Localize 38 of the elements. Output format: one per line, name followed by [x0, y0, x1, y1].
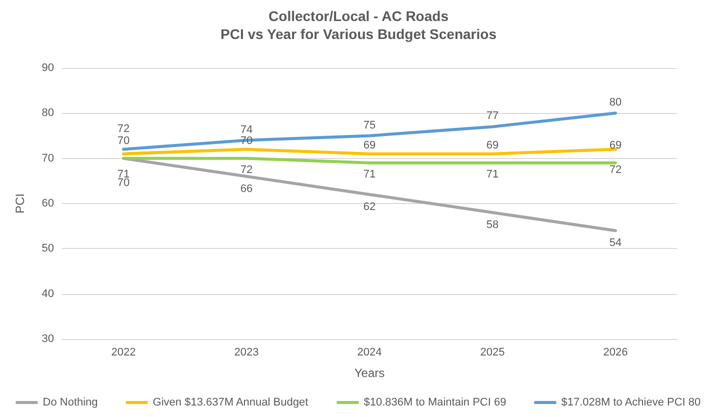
y-tick-label: 60 — [42, 198, 54, 210]
data-label: 72 — [117, 122, 130, 135]
x-tick-label: 2022 — [111, 346, 136, 358]
x-tick-label: 2023 — [234, 346, 259, 358]
data-label: 80 — [609, 96, 622, 109]
chart-title: Collector/Local - AC Roads — [268, 8, 449, 24]
data-label: 75 — [363, 119, 376, 132]
data-label: 70 — [117, 134, 130, 147]
data-label: 66 — [240, 182, 253, 195]
y-tick-label: 50 — [42, 242, 54, 255]
x-tick-label: 2025 — [480, 346, 505, 358]
data-label: 69 — [486, 139, 499, 152]
data-label: 70 — [117, 176, 130, 189]
data-label: 72 — [609, 164, 622, 176]
x-tick-label: 2024 — [357, 346, 382, 358]
data-label: 77 — [486, 110, 499, 122]
legend-label: $17.028M to Achieve PCI 80 — [561, 396, 701, 408]
data-label: 62 — [363, 200, 376, 213]
data-label: 69 — [609, 139, 622, 152]
data-label: 74 — [240, 124, 253, 136]
data-label: 71 — [486, 168, 499, 180]
x-axis-title: Years — [354, 366, 385, 380]
y-tick-label: 70 — [42, 152, 54, 164]
data-label: 71 — [363, 168, 376, 180]
chart-subtitle: PCI vs Year for Various Budget Scenarios — [220, 26, 497, 42]
y-tick-label: 90 — [42, 62, 54, 74]
y-axis-title: PCI — [13, 193, 27, 214]
y-tick-label: 30 — [42, 333, 54, 345]
legend-label: $10.836M to Maintain PCI 69 — [364, 396, 506, 408]
legend-label: Do Nothing — [42, 396, 98, 408]
data-label: 72 — [240, 164, 253, 176]
data-label: 58 — [486, 219, 499, 232]
x-tick-label: 2026 — [603, 346, 628, 358]
y-tick-label: 80 — [42, 107, 54, 120]
data-label: 69 — [363, 139, 376, 152]
legend-label: Given $13.637M Annual Budget — [152, 396, 308, 408]
y-tick-label: 40 — [42, 288, 54, 300]
data-label: 54 — [609, 237, 622, 250]
